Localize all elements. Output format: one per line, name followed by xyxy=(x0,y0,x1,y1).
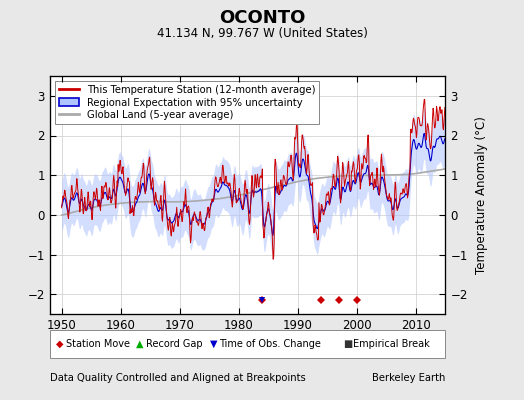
Text: Time of Obs. Change: Time of Obs. Change xyxy=(219,339,321,349)
Text: OCONTO: OCONTO xyxy=(219,9,305,27)
Y-axis label: Temperature Anomaly (°C): Temperature Anomaly (°C) xyxy=(475,116,487,274)
Text: Data Quality Controlled and Aligned at Breakpoints: Data Quality Controlled and Aligned at B… xyxy=(50,373,305,383)
Text: ■: ■ xyxy=(343,339,353,349)
Text: ▲: ▲ xyxy=(136,339,144,349)
Text: ◆: ◆ xyxy=(56,339,63,349)
Text: ▼: ▼ xyxy=(210,339,217,349)
Text: 41.134 N, 99.767 W (United States): 41.134 N, 99.767 W (United States) xyxy=(157,28,367,40)
Legend: This Temperature Station (12-month average), Regional Expectation with 95% uncer: This Temperature Station (12-month avera… xyxy=(55,81,319,124)
Text: Station Move: Station Move xyxy=(66,339,129,349)
Text: Berkeley Earth: Berkeley Earth xyxy=(372,373,445,383)
Text: Empirical Break: Empirical Break xyxy=(353,339,429,349)
Text: Record Gap: Record Gap xyxy=(146,339,202,349)
